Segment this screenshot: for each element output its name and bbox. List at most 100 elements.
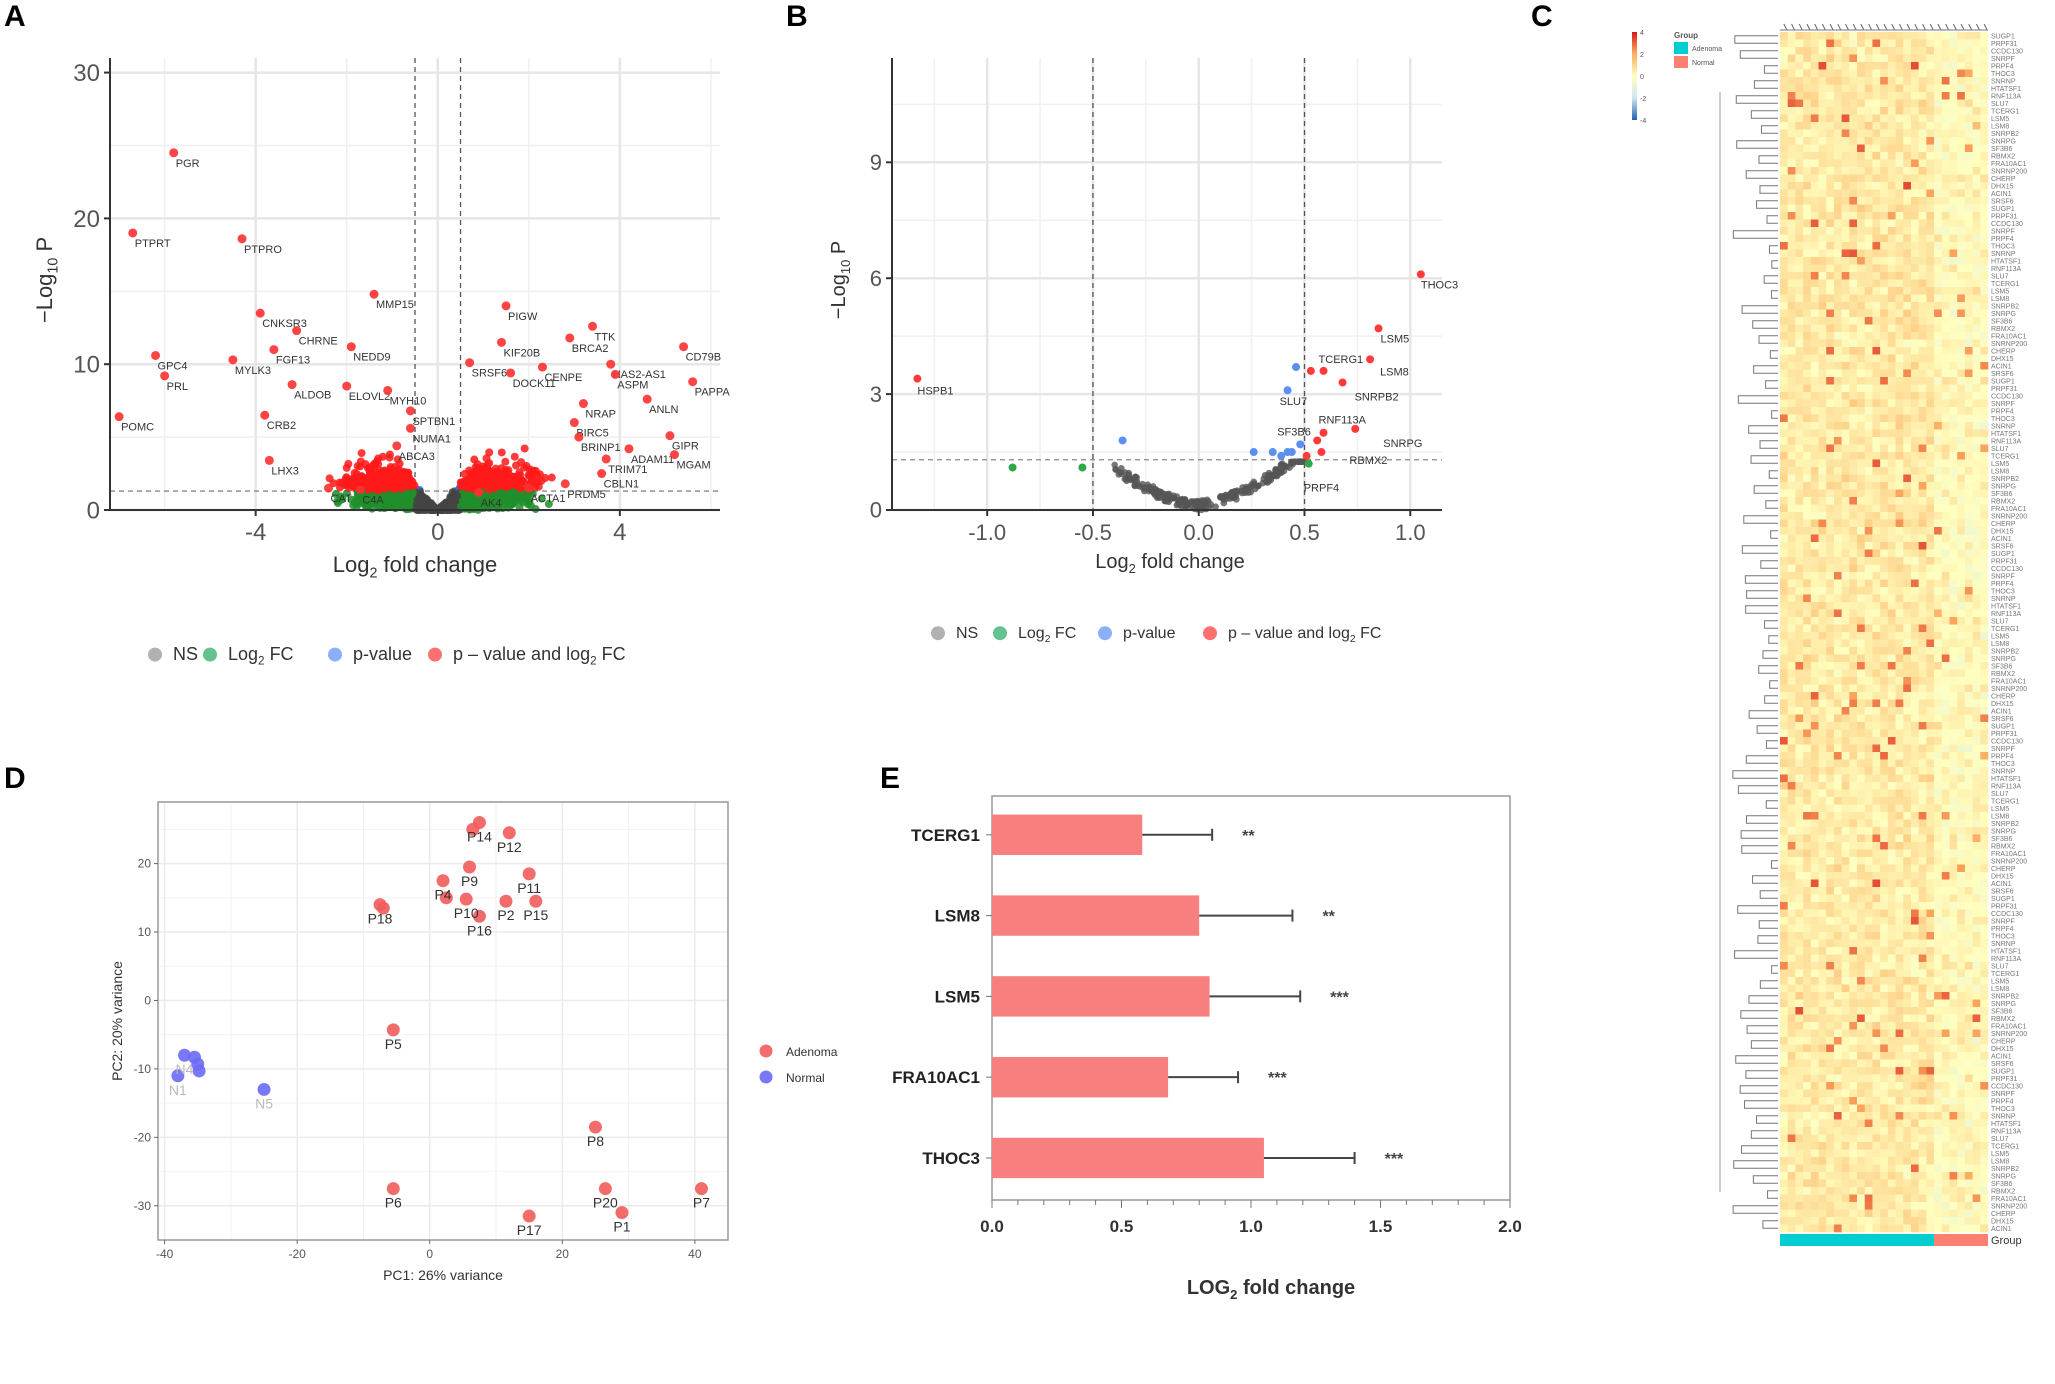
heatmap-cell bbox=[1849, 54, 1858, 63]
legend-marker bbox=[148, 647, 162, 662]
heatmap-cell bbox=[1857, 564, 1866, 573]
heatmap-cell bbox=[1941, 339, 1950, 348]
heatmap-cell bbox=[1787, 467, 1796, 475]
heatmap-cell bbox=[1833, 317, 1842, 325]
heatmap-cell bbox=[1833, 69, 1842, 78]
heatmap-cell bbox=[1803, 219, 1812, 228]
heatmap-cell bbox=[1918, 369, 1927, 378]
heatmap-cell bbox=[1910, 234, 1919, 243]
heatmap-cell bbox=[1818, 167, 1827, 175]
heatmap-cell bbox=[1780, 264, 1789, 273]
heatmap-cell bbox=[1934, 174, 1943, 183]
heatmap-cell bbox=[1926, 189, 1935, 198]
labeled-point bbox=[565, 333, 575, 343]
heatmap-cell bbox=[1780, 497, 1789, 505]
heatmap-cell bbox=[1857, 497, 1866, 505]
legend-marker bbox=[203, 647, 217, 662]
heatmap-cell bbox=[1841, 84, 1850, 93]
heatmap-cell bbox=[1864, 287, 1873, 295]
heatmap-cell bbox=[1957, 564, 1966, 573]
heatmap-cell bbox=[1964, 174, 1973, 183]
labeled-point bbox=[601, 454, 611, 464]
heatmap-cell bbox=[1949, 144, 1958, 153]
heatmap-cell bbox=[1849, 227, 1858, 235]
heatmap-cell bbox=[1957, 219, 1966, 228]
heatmap-cell bbox=[1964, 482, 1973, 490]
heatmap-cell bbox=[1826, 512, 1835, 520]
heatmap-cell bbox=[1880, 32, 1889, 40]
heatmap-cell bbox=[1803, 114, 1812, 123]
heatmap-cell bbox=[1841, 279, 1850, 288]
heatmap-cell bbox=[1864, 452, 1873, 460]
heatmap-cell bbox=[1818, 384, 1827, 393]
heatmap-cell bbox=[1864, 527, 1873, 535]
data-point bbox=[343, 479, 352, 488]
heatmap-cell bbox=[1926, 294, 1935, 303]
x-tick-label: 0.0 bbox=[1183, 520, 1214, 545]
heatmap-cell bbox=[1803, 572, 1812, 580]
heatmap-cell bbox=[1841, 99, 1850, 108]
heatmap-cell bbox=[1780, 122, 1789, 130]
heatmap-cell bbox=[1910, 212, 1919, 220]
heatmap-cell bbox=[1941, 332, 1950, 340]
heatmap-cell bbox=[1880, 519, 1889, 528]
heatmap-cell bbox=[1949, 482, 1958, 490]
heatmap-cell bbox=[1880, 62, 1889, 70]
heatmap-cell bbox=[1934, 114, 1943, 123]
heatmap-cell bbox=[1795, 482, 1804, 490]
heatmap-cell bbox=[1895, 264, 1904, 273]
heatmap-cell bbox=[1903, 182, 1912, 190]
heatmap-cell bbox=[1857, 287, 1866, 295]
heatmap-cell bbox=[1895, 54, 1904, 63]
heatmap-cell bbox=[1964, 54, 1973, 63]
heatmap-cell bbox=[1857, 302, 1866, 310]
heatmap-cell bbox=[1980, 99, 1989, 108]
heatmap-cell bbox=[1826, 302, 1835, 310]
heatmap-cell bbox=[1887, 99, 1896, 108]
heatmap-cell bbox=[1941, 392, 1950, 400]
heatmap-cell bbox=[1880, 474, 1889, 483]
heatmap-cell bbox=[1895, 527, 1904, 535]
heatmap-cell bbox=[1826, 527, 1835, 535]
heatmap-cell bbox=[1934, 122, 1943, 130]
heatmap-cell bbox=[1857, 422, 1866, 430]
heatmap-cell bbox=[1795, 182, 1804, 190]
heatmap-cell bbox=[1803, 557, 1812, 565]
heatmap-cell bbox=[1833, 422, 1842, 430]
heatmap-cell bbox=[1833, 542, 1842, 550]
heatmap-cell bbox=[1895, 549, 1904, 558]
heatmap-cell bbox=[1872, 542, 1881, 550]
heatmap-cell bbox=[1810, 422, 1819, 430]
heatmap-cell bbox=[1918, 324, 1927, 333]
heatmap-cell bbox=[1833, 294, 1842, 303]
heatmap-cell bbox=[1780, 129, 1789, 138]
heatmap-cell bbox=[1810, 144, 1819, 153]
heatmap-cell bbox=[1849, 62, 1858, 70]
heatmap-cell bbox=[1826, 309, 1835, 318]
heatmap-cell bbox=[1818, 107, 1827, 115]
heatmap-cell bbox=[1887, 47, 1896, 55]
heatmap-cell bbox=[1910, 144, 1919, 153]
heatmap-cell bbox=[1849, 137, 1858, 145]
heatmap-cell bbox=[1803, 332, 1812, 340]
heatmap-cell bbox=[1926, 47, 1935, 55]
heatmap-cell bbox=[1949, 422, 1958, 430]
heatmap-cell bbox=[1833, 189, 1842, 198]
heatmap-cell bbox=[1910, 54, 1919, 63]
heatmap-cell bbox=[1887, 384, 1896, 393]
heatmap-cell bbox=[1787, 47, 1796, 55]
heatmap-cell bbox=[1903, 377, 1912, 385]
heatmap-cell bbox=[1803, 422, 1812, 430]
heatmap-cell bbox=[1841, 39, 1850, 48]
heatmap-cell bbox=[1849, 497, 1858, 505]
heatmap-cell bbox=[1810, 257, 1819, 265]
heatmap-cell bbox=[1795, 467, 1804, 475]
data-point bbox=[483, 466, 492, 475]
heatmap-cell bbox=[1818, 99, 1827, 108]
heatmap-cell bbox=[1810, 69, 1819, 78]
heatmap-cell bbox=[1910, 264, 1919, 273]
heatmap-cell bbox=[1810, 264, 1819, 273]
heatmap-cell bbox=[1795, 47, 1804, 55]
heatmap-cell bbox=[1934, 197, 1943, 205]
heatmap-cell bbox=[1926, 242, 1935, 250]
